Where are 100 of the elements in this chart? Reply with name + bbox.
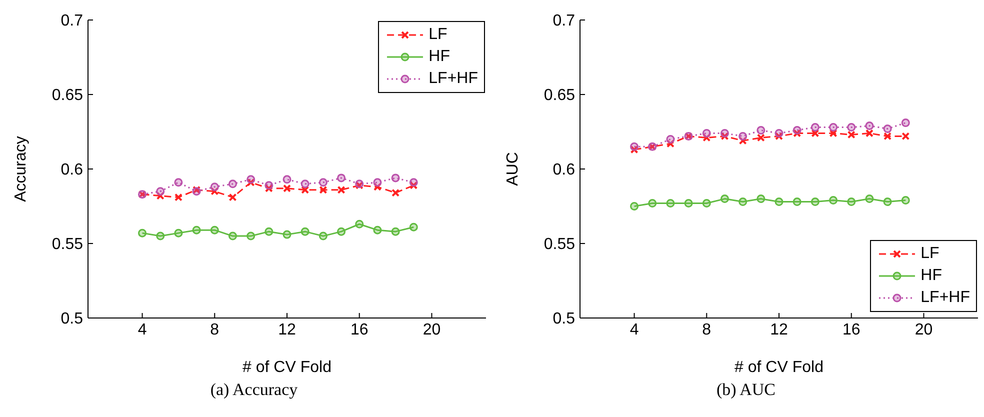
point (810, 198, 820, 206)
y-tick-label: 0.6 (60, 162, 84, 179)
point (756, 134, 765, 142)
point (210, 226, 219, 234)
legend-label: LF (920, 245, 940, 263)
x-tick-label: 8 (210, 321, 220, 338)
point (210, 182, 219, 192)
point (156, 192, 164, 200)
point (720, 194, 729, 204)
y-tick-label: 0.55 (544, 236, 576, 254)
y-tick-label: 0.65 (544, 87, 576, 104)
legend-label: LF+HF (428, 70, 478, 88)
point (228, 193, 237, 202)
point (829, 196, 838, 205)
point (630, 142, 639, 151)
point (318, 178, 328, 187)
point (666, 140, 674, 148)
point (865, 122, 874, 130)
y-tick-label: 0.5 (552, 310, 576, 328)
legend-label: HF (428, 48, 450, 66)
point (883, 124, 892, 134)
point (720, 128, 729, 138)
x-axis-title: # of CV Fold (242, 359, 332, 376)
point (318, 232, 328, 240)
x-tick-label: 16 (350, 321, 368, 338)
legend-label: LF+HF (920, 289, 970, 307)
point (246, 175, 256, 184)
point (301, 186, 310, 194)
y-axis-title: AUC (504, 152, 522, 186)
y-tick-label: 0.55 (52, 236, 84, 254)
x-tick-label: 4 (138, 321, 147, 338)
x-tick-label: 20 (914, 321, 933, 338)
point (666, 199, 675, 208)
y-tick-label: 0.65 (52, 87, 84, 104)
point (902, 132, 910, 140)
point (792, 126, 802, 135)
point (847, 130, 856, 139)
point (391, 227, 400, 236)
point (392, 188, 400, 197)
point (246, 178, 255, 186)
point (756, 126, 766, 135)
point (355, 220, 364, 228)
point (156, 232, 165, 240)
text: (a) Accuracy (209, 380, 299, 400)
point (666, 134, 675, 144)
x-tick-label: 8 (702, 321, 712, 338)
point (192, 226, 201, 234)
y-tick-label: 0.6 (552, 162, 576, 179)
point (810, 123, 820, 132)
point (756, 194, 766, 204)
legend-label: HF (920, 267, 942, 285)
point (630, 202, 639, 210)
x-tick-label: 12 (770, 321, 788, 338)
point (264, 227, 274, 236)
point (630, 146, 638, 154)
point (883, 198, 892, 206)
point (702, 134, 711, 142)
x-tick-label: 12 (278, 321, 296, 338)
point (865, 194, 874, 204)
point (901, 196, 910, 205)
point (174, 193, 182, 202)
x-tick-label: 4 (630, 321, 639, 338)
point (720, 132, 729, 140)
point (738, 132, 748, 140)
point (282, 175, 292, 184)
point (264, 184, 273, 192)
x-tick-label: 16 (842, 321, 860, 338)
point (775, 132, 783, 140)
point (884, 132, 892, 140)
x-axis-title: # of CV Fold (734, 359, 824, 376)
point (847, 123, 856, 132)
point (684, 199, 693, 208)
point (319, 186, 328, 194)
y-axis-title: Accuracy (12, 136, 30, 202)
point (228, 180, 237, 188)
point (829, 129, 838, 138)
point (774, 198, 784, 206)
point (264, 181, 274, 190)
point (865, 129, 874, 138)
point (174, 178, 183, 187)
point (702, 128, 711, 138)
point (337, 227, 346, 236)
point (138, 228, 147, 238)
point (282, 230, 292, 239)
point (246, 232, 256, 240)
y-tick-label: 0.7 (60, 12, 84, 30)
point (702, 199, 711, 208)
legend-label: LF (428, 26, 448, 44)
text: (b) AUC (715, 380, 777, 400)
point (228, 232, 237, 240)
point (648, 199, 657, 208)
x-tick-label: 20 (422, 321, 441, 338)
point (373, 226, 382, 234)
y-tick-label: 0.5 (60, 310, 84, 328)
point (300, 180, 310, 188)
point (410, 181, 418, 190)
point (174, 228, 183, 238)
point (300, 227, 310, 236)
point (409, 178, 418, 187)
point (901, 118, 910, 128)
